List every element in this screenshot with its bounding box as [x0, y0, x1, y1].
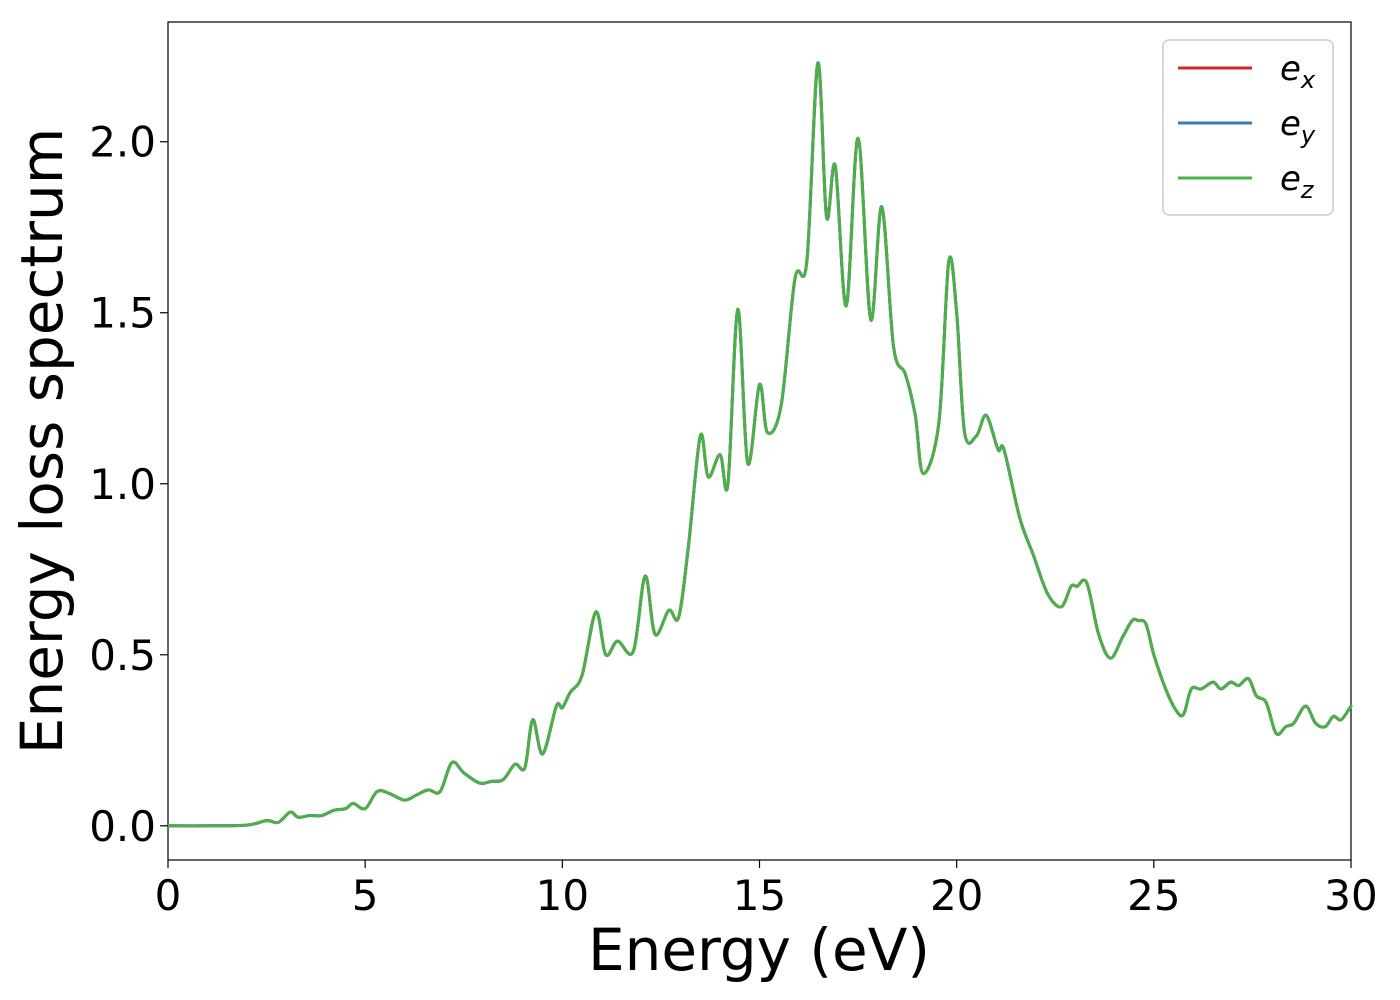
- series-line-e-z: [166, 61, 1353, 828]
- x-axis: 0 5 10 15 20 25 30: [155, 860, 1378, 920]
- y-tick-label: 2.0: [89, 118, 156, 167]
- y-tick-label: 0.5: [89, 631, 156, 680]
- y-tick-label: 0.0: [89, 802, 156, 851]
- legend-label-e-y: ey: [1280, 104, 1316, 149]
- x-tick-label: 10: [536, 871, 589, 920]
- x-axis-title: Energy (eV): [588, 916, 930, 984]
- x-tick-label: 0: [155, 871, 182, 920]
- legend-frame: [1162, 39, 1334, 216]
- x-tick-label: 25: [1127, 871, 1180, 920]
- x-tick-label: 15: [733, 871, 786, 920]
- legend-label-e-z: ez: [1280, 159, 1315, 204]
- y-axis: 0.0 0.5 1.0 1.5 2.0: [89, 118, 168, 851]
- x-tick-label: 30: [1324, 871, 1377, 920]
- y-axis-title: Energy loss spectrum: [8, 128, 76, 754]
- legend-label-e-x: ex: [1280, 49, 1316, 94]
- series-layer: [166, 61, 1353, 828]
- y-tick-label: 1.0: [89, 460, 156, 509]
- legend: ex ey ez: [1162, 39, 1334, 216]
- y-tick-label: 1.5: [89, 289, 156, 338]
- x-tick-label: 5: [352, 871, 379, 920]
- x-tick-label: 20: [930, 871, 983, 920]
